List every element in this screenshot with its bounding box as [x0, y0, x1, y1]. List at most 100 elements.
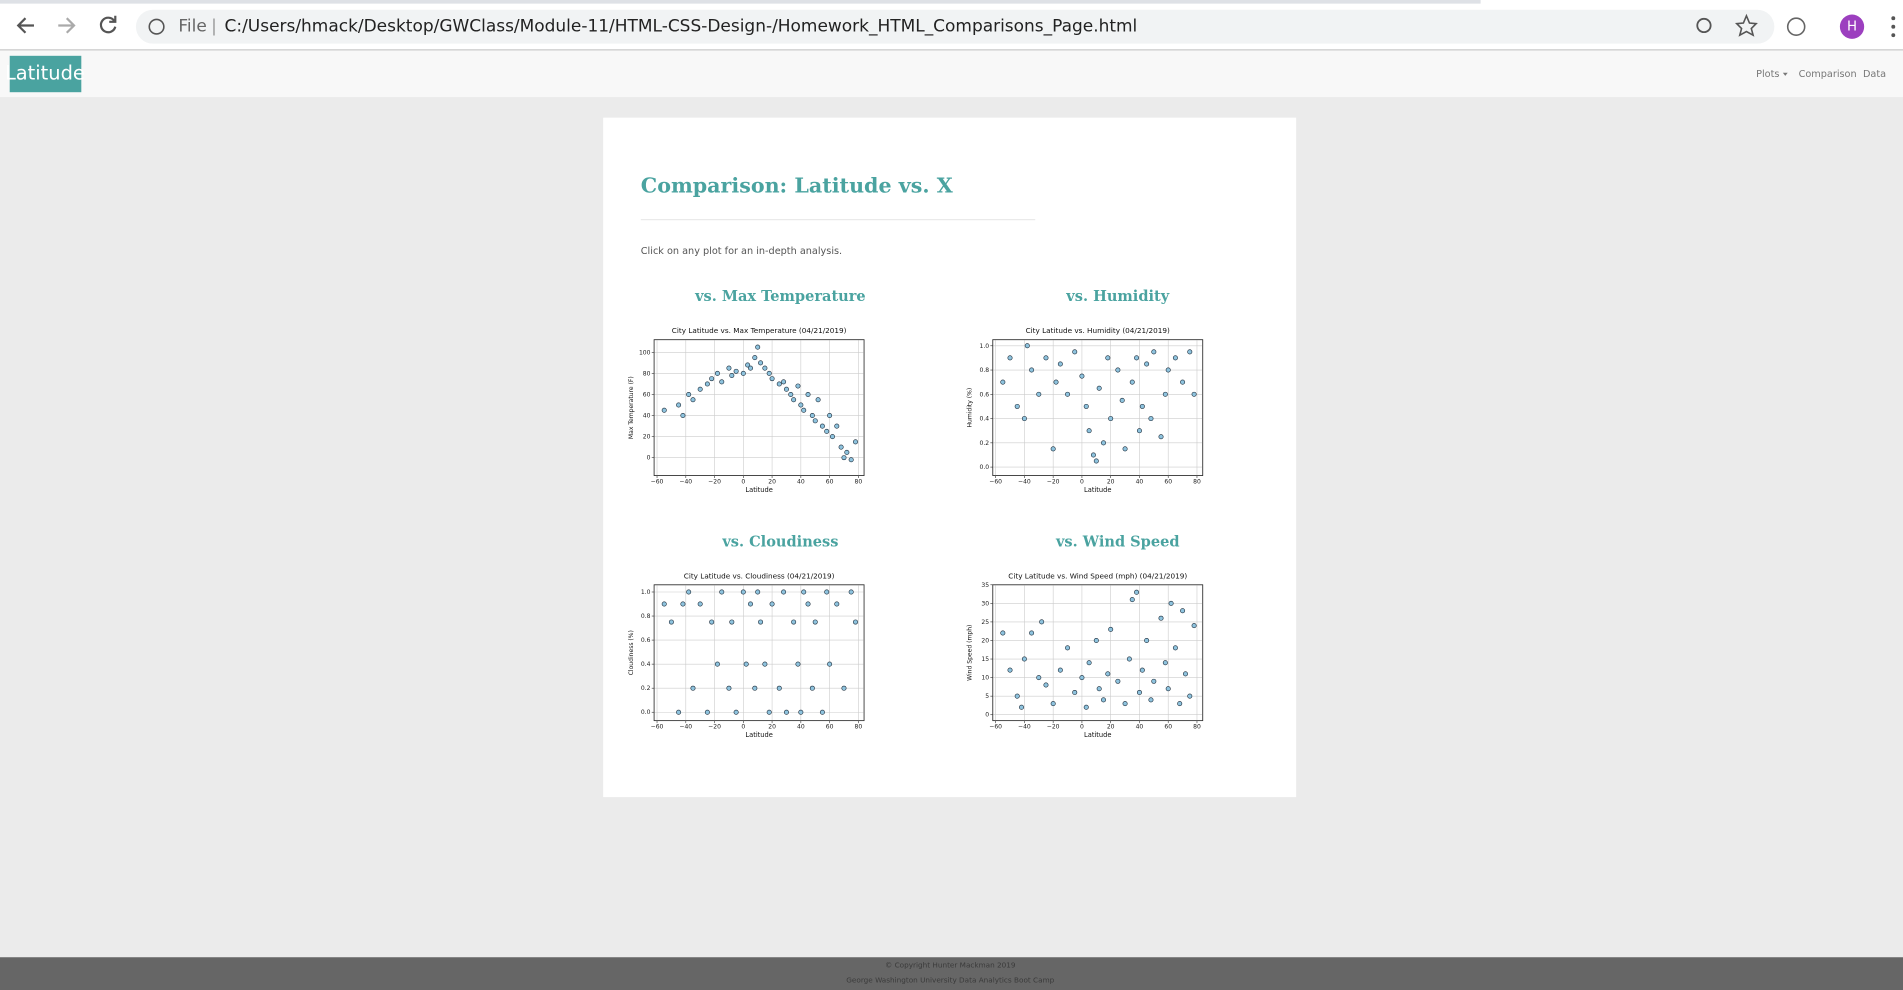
info-icon[interactable]: [148, 18, 165, 35]
data-point: [1129, 597, 1135, 603]
data-point: [752, 355, 758, 361]
x-tick-label: 20: [768, 724, 776, 731]
plot-area: [992, 584, 1204, 722]
data-point: [1144, 361, 1150, 367]
brand-box[interactable]: [9, 55, 82, 93]
plot-heading[interactable]: vs. Wind Speed: [1055, 533, 1180, 550]
data-point: [1151, 349, 1157, 355]
data-point: [1093, 637, 1099, 643]
y-tick-label: 0: [985, 712, 989, 719]
data-point: [829, 434, 835, 440]
zoom-icon[interactable]: [1696, 17, 1712, 34]
data-point: [1014, 693, 1020, 699]
data-point: [729, 619, 735, 625]
y-tick-label: 5: [985, 693, 989, 700]
plot-heading[interactable]: vs. Max Temperature: [694, 288, 866, 305]
x-tick-label: −40: [679, 479, 692, 486]
data-point: [758, 619, 764, 625]
extension-icon[interactable]: [1786, 17, 1806, 36]
address-bar[interactable]: [135, 9, 1775, 44]
data-point: [1065, 645, 1071, 651]
profile-initial: H: [1847, 20, 1857, 35]
data-point: [853, 439, 858, 445]
data-point: [1126, 656, 1132, 662]
x-tick-label: −20: [708, 724, 721, 731]
x-tick-label: −60: [989, 724, 1002, 731]
data-point: [776, 381, 782, 387]
data-point: [783, 386, 789, 392]
forward-button[interactable]: [58, 17, 76, 34]
data-point: [676, 709, 682, 715]
data-point: [719, 379, 725, 385]
data-point: [841, 685, 847, 691]
y-tick-label: 0.8: [641, 613, 651, 620]
footer: [0, 957, 1903, 990]
menu-icon[interactable]: [1891, 16, 1896, 38]
data-point: [1148, 697, 1154, 703]
scatter-plot[interactable]: −60 −40 −20 0 20 40 60 80 0.0 0.2 0.4 0.6 0.8 1.0 City…: [967, 326, 1204, 494]
y-tick-label: 10: [981, 675, 989, 682]
nav-link[interactable]: Plots: [1756, 69, 1779, 80]
data-point: [697, 386, 703, 392]
footer-school: George Washington University Data Analyt…: [846, 975, 1054, 984]
y-tick-label: 100: [639, 349, 651, 356]
data-point: [834, 601, 840, 607]
data-point: [848, 457, 854, 463]
data-point: [1029, 367, 1035, 373]
x-tick-label: 80: [1193, 479, 1201, 486]
data-point: [819, 423, 825, 429]
x-tick-label: 80: [855, 479, 863, 486]
data-point: [783, 709, 789, 715]
data-point: [690, 685, 696, 691]
data-point: [1134, 355, 1140, 361]
data-point: [798, 709, 804, 715]
back-button[interactable]: [16, 17, 34, 34]
data-point: [1007, 355, 1013, 361]
nav-link[interactable]: Comparison: [1799, 69, 1857, 80]
data-point: [661, 407, 667, 413]
data-point: [762, 365, 768, 371]
data-point: [824, 589, 830, 595]
data-point: [781, 589, 787, 595]
data-point: [1162, 391, 1168, 397]
nav-link[interactable]: Data: [1863, 69, 1886, 80]
data-point: [697, 601, 703, 607]
reload-button[interactable]: [99, 15, 117, 34]
data-point: [1129, 379, 1135, 385]
data-point: [1122, 701, 1128, 707]
x-tick-label: 60: [826, 479, 834, 486]
brand[interactable]: Latitude: [5, 62, 85, 85]
data-point: [661, 601, 667, 607]
profile-avatar[interactable]: [1839, 14, 1865, 39]
data-point: [1187, 349, 1193, 355]
plot-heading[interactable]: vs. Humidity: [1065, 288, 1169, 305]
scatter-plot[interactable]: −60 −40 −20 0 20 40 60 80 0 5 10 15 20 25 30 35 City Lat…: [967, 571, 1204, 739]
y-tick-label: 15: [981, 656, 989, 663]
data-point: [719, 589, 725, 595]
data-point: [824, 428, 830, 434]
bookmark-icon[interactable]: [1734, 13, 1758, 37]
data-point: [1021, 416, 1027, 422]
data-point: [791, 619, 797, 625]
scatter-plot[interactable]: −60 −40 −20 0 20 40 60 80 0 20 40 60 80 100 City Latit…: [628, 326, 865, 494]
y-axis-label: Cloudiness (%): [628, 630, 635, 675]
scatter-plot[interactable]: −60 −40 −20 0 20 40 60 80 0.0 0.2 0.4 0.6 0.8 1.0 City…: [628, 571, 865, 739]
y-tick-label: 0: [647, 455, 651, 462]
data-point: [815, 397, 821, 403]
data-point: [1057, 361, 1063, 367]
y-tick-label: 0.8: [979, 367, 989, 374]
x-tick-label: 0: [1080, 479, 1084, 486]
data-point: [758, 360, 764, 366]
data-point: [1180, 379, 1186, 385]
data-point: [809, 685, 815, 691]
tab-strip: [0, 0, 1481, 4]
data-point: [1165, 686, 1171, 692]
x-tick-label: 20: [1107, 479, 1115, 486]
data-point: [1105, 355, 1111, 361]
data-point: [686, 391, 692, 397]
data-point: [740, 589, 746, 595]
data-point: [1180, 608, 1186, 614]
plot-heading[interactable]: vs. Cloudiness: [721, 533, 838, 550]
chart-title: City Latitude vs. Humidity (04/21/2019): [1026, 326, 1170, 335]
